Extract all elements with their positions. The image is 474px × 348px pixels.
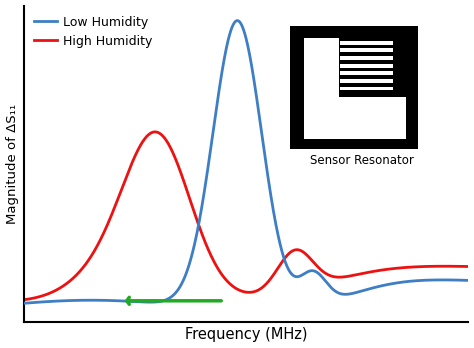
Low Humidity: [453, 278, 458, 282]
Bar: [340, 41, 393, 45]
Bar: [290, 26, 418, 149]
Y-axis label: Magnitude of ΔS₁₁: Magnitude of ΔS₁₁: [6, 104, 18, 224]
Low Humidity: [453, 278, 459, 282]
High Humidity: [453, 264, 459, 268]
High Humidity: [237, 288, 243, 293]
Bar: [340, 87, 393, 90]
Bar: [304, 38, 406, 139]
High Humidity: [152, 130, 158, 134]
Low Humidity: [235, 18, 240, 23]
Bar: [339, 38, 406, 97]
Legend: Low Humidity, High Humidity: Low Humidity, High Humidity: [30, 12, 156, 52]
Low Humidity: [226, 37, 231, 41]
Low Humidity: [465, 278, 471, 283]
Low Humidity: [237, 21, 243, 25]
High Humidity: [371, 269, 377, 273]
Line: Low Humidity: Low Humidity: [24, 21, 468, 303]
X-axis label: Frequency (MHz): Frequency (MHz): [185, 327, 308, 342]
Low Humidity: [21, 301, 27, 305]
High Humidity: [226, 280, 231, 285]
Bar: [340, 48, 393, 52]
Bar: [340, 56, 393, 60]
Text: Sensor Resonator: Sensor Resonator: [310, 154, 414, 167]
High Humidity: [465, 264, 471, 269]
Bar: [339, 92, 406, 97]
High Humidity: [453, 264, 458, 268]
High Humidity: [44, 292, 50, 296]
Low Humidity: [44, 300, 50, 304]
High Humidity: [21, 298, 27, 302]
Bar: [340, 64, 393, 68]
Bar: [340, 79, 393, 83]
Line: High Humidity: High Humidity: [24, 132, 468, 300]
Low Humidity: [371, 285, 377, 290]
Bar: [340, 71, 393, 75]
